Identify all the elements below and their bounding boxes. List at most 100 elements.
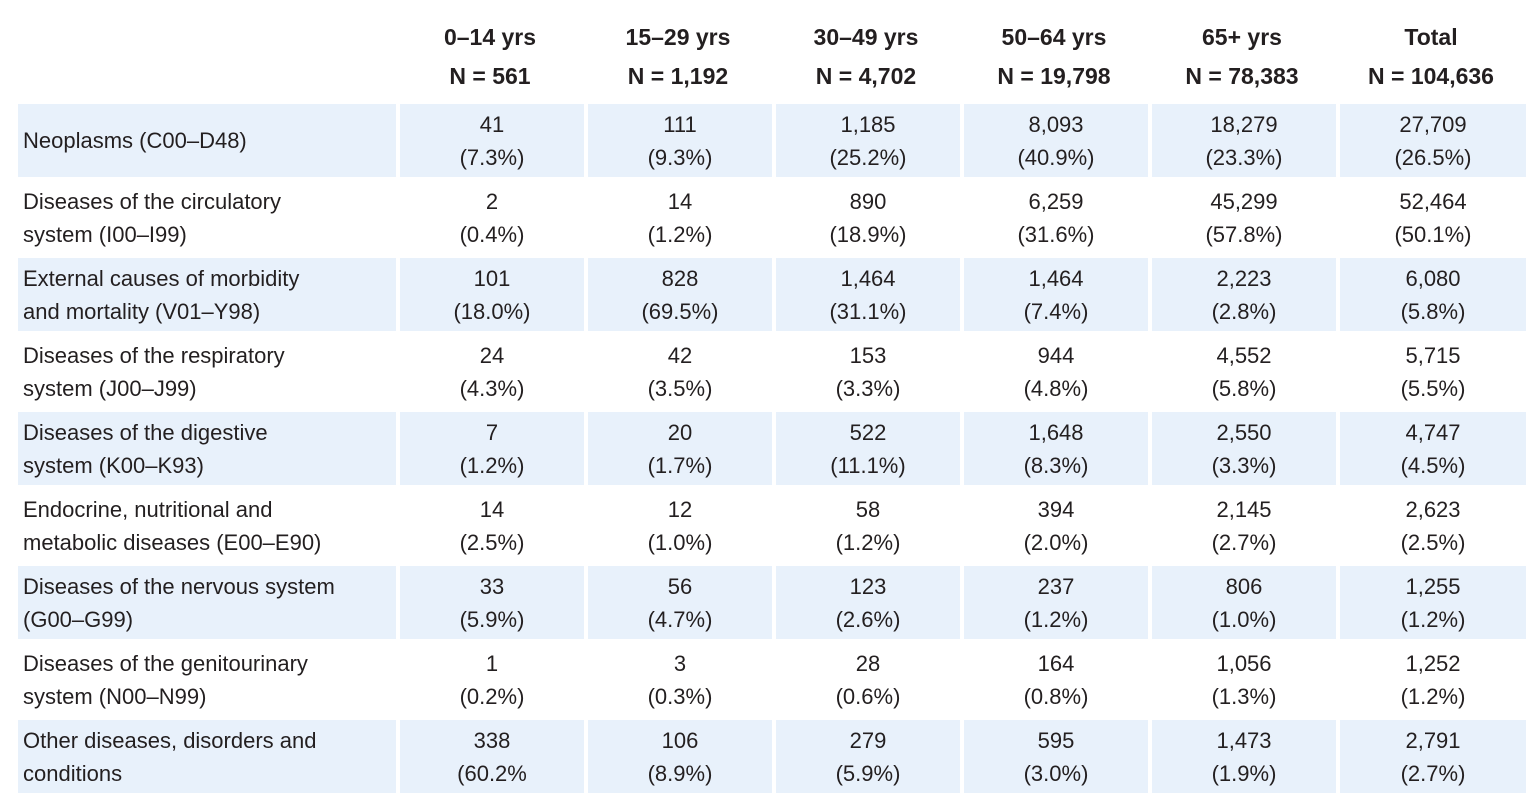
table-row: Diseases of the circulatory system (I00–I… [18,177,1526,254]
count-value: 164 [1037,650,1075,676]
header-empty-cell [18,14,396,100]
value-cell: 7 (1.2%) [396,408,584,485]
percent-value: (2.8%) [1211,298,1277,324]
value-cell: 58 (1.2%) [772,485,960,562]
count-value: 1,056 [1216,650,1272,676]
percent-value: (0.8%) [1023,683,1089,709]
row-label-line: system (K00–K93) [23,452,204,478]
header-age-label: 0–14 yrs [443,24,537,50]
value-cell: 1,473 (1.9%) [1148,716,1336,793]
value-cell: 52,464 (50.1%) [1336,177,1526,254]
count-value: 28 [855,650,881,676]
header-cell: 50–64 yrs N = 19,798 [960,14,1148,100]
count-value: 279 [849,727,887,753]
row-label-line: Neoplasms (C00–D48) [23,128,247,153]
count-value: 2,791 [1405,727,1461,753]
count-value: 338 [473,727,511,753]
count-value: 12 [667,496,693,522]
row-label-line: (G00–G99) [23,606,134,632]
value-cell: 1,464 (7.4%) [960,254,1148,331]
percent-value: (8.9%) [647,760,713,786]
count-value: 394 [1037,496,1075,522]
percent-value: (2.7%) [1400,760,1466,786]
table-row: Diseases of the digestive system (K00–K93… [18,408,1526,485]
value-cell: 4,552 (5.8%) [1148,331,1336,408]
percent-value: (1.2%) [1400,683,1466,709]
percent-value: (1.2%) [647,221,713,247]
count-value: 33 [479,573,505,599]
value-cell: 2,223 (2.8%) [1148,254,1336,331]
percent-value: (2.6%) [835,606,901,632]
percent-value: (5.9%) [835,760,901,786]
row-label-line: Diseases of the genitourinary [23,650,308,676]
count-value: 3 [673,650,687,676]
value-cell: 153 (3.3%) [772,331,960,408]
value-cell: 1,255 (1.2%) [1336,562,1526,639]
count-value: 20 [667,419,693,445]
value-cell: 806 (1.0%) [1148,562,1336,639]
percent-value: (1.2%) [459,452,525,478]
header-age-label: Total [1404,24,1458,50]
value-cell: 1,252 (1.2%) [1336,639,1526,716]
header-row: 0–14 yrs N = 561 15–29 yrs N = 1,192 30–… [18,14,1526,100]
percent-value: (0.4%) [459,221,525,247]
value-cell: 595 (3.0%) [960,716,1148,793]
percent-value: (4.3%) [459,375,525,401]
percent-value: (18.9%) [829,221,907,247]
percent-value: (7.4%) [1023,298,1089,324]
value-cell: 522 (11.1%) [772,408,960,485]
causes-of-death-table: 0–14 yrs N = 561 15–29 yrs N = 1,192 30–… [18,14,1526,793]
value-cell: 123 (2.6%) [772,562,960,639]
percent-value: (5.5%) [1400,375,1466,401]
percent-value: (69.5%) [641,298,719,324]
header-age-label: 30–49 yrs [813,24,919,50]
count-value: 101 [473,265,511,291]
value-cell: 45,299 (57.8%) [1148,177,1336,254]
value-cell: 28 (0.6%) [772,639,960,716]
row-label-line: Other diseases, disorders and [23,727,317,753]
percent-value: (8.3%) [1023,452,1089,478]
percent-value: (25.2%) [829,144,907,170]
count-value: 14 [479,496,505,522]
count-value: 4,747 [1405,419,1461,445]
count-value: 42 [667,342,693,368]
table-row: Other diseases, disorders and conditions 3… [18,716,1526,793]
value-cell: 20 (1.7%) [584,408,772,485]
header-cell: 15–29 yrs N = 1,192 [584,14,772,100]
value-cell: 101 (18.0%) [396,254,584,331]
value-cell: 279 (5.9%) [772,716,960,793]
count-value: 14 [667,188,693,214]
header-cell: 65+ yrs N = 78,383 [1148,14,1336,100]
percent-value: (60.2% [457,760,527,786]
header-age-label: 65+ yrs [1202,24,1282,50]
count-value: 2 [485,188,499,214]
percent-value: (9.3%) [647,144,713,170]
value-cell: 14 (1.2%) [584,177,772,254]
row-label-line: Diseases of the nervous system [23,573,335,599]
count-value: 6,080 [1405,265,1461,291]
header-n-label: N = 19,798 [997,63,1111,89]
header-n-label: N = 104,636 [1368,63,1494,89]
count-value: 522 [849,419,887,445]
count-value: 237 [1037,573,1075,599]
percent-value: (18.0%) [453,298,531,324]
count-value: 1,464 [840,265,896,291]
header-age-label: 50–64 yrs [1001,24,1107,50]
percent-value: (0.6%) [835,683,901,709]
count-value: 2,145 [1216,496,1272,522]
table-body: Neoplasms (C00–D48) 41 (7.3%) 111 (9.3%) 1,18… [18,100,1526,793]
row-label-line: system (J00–J99) [23,375,197,401]
value-cell: 18,279 (23.3%) [1148,100,1336,177]
count-value: 1,464 [1028,265,1084,291]
value-cell: 111 (9.3%) [584,100,772,177]
header-n-label: N = 561 [449,63,531,89]
count-value: 2,223 [1216,265,1272,291]
count-value: 106 [661,727,699,753]
value-cell: 4,747 (4.5%) [1336,408,1526,485]
count-value: 18,279 [1210,111,1278,137]
percent-value: (2.0%) [1023,529,1089,555]
percent-value: (11.1%) [830,452,906,478]
percent-value: (3.0%) [1023,760,1089,786]
row-label-cell: Other diseases, disorders and conditions [18,716,396,793]
percent-value: (3.3%) [1211,452,1277,478]
